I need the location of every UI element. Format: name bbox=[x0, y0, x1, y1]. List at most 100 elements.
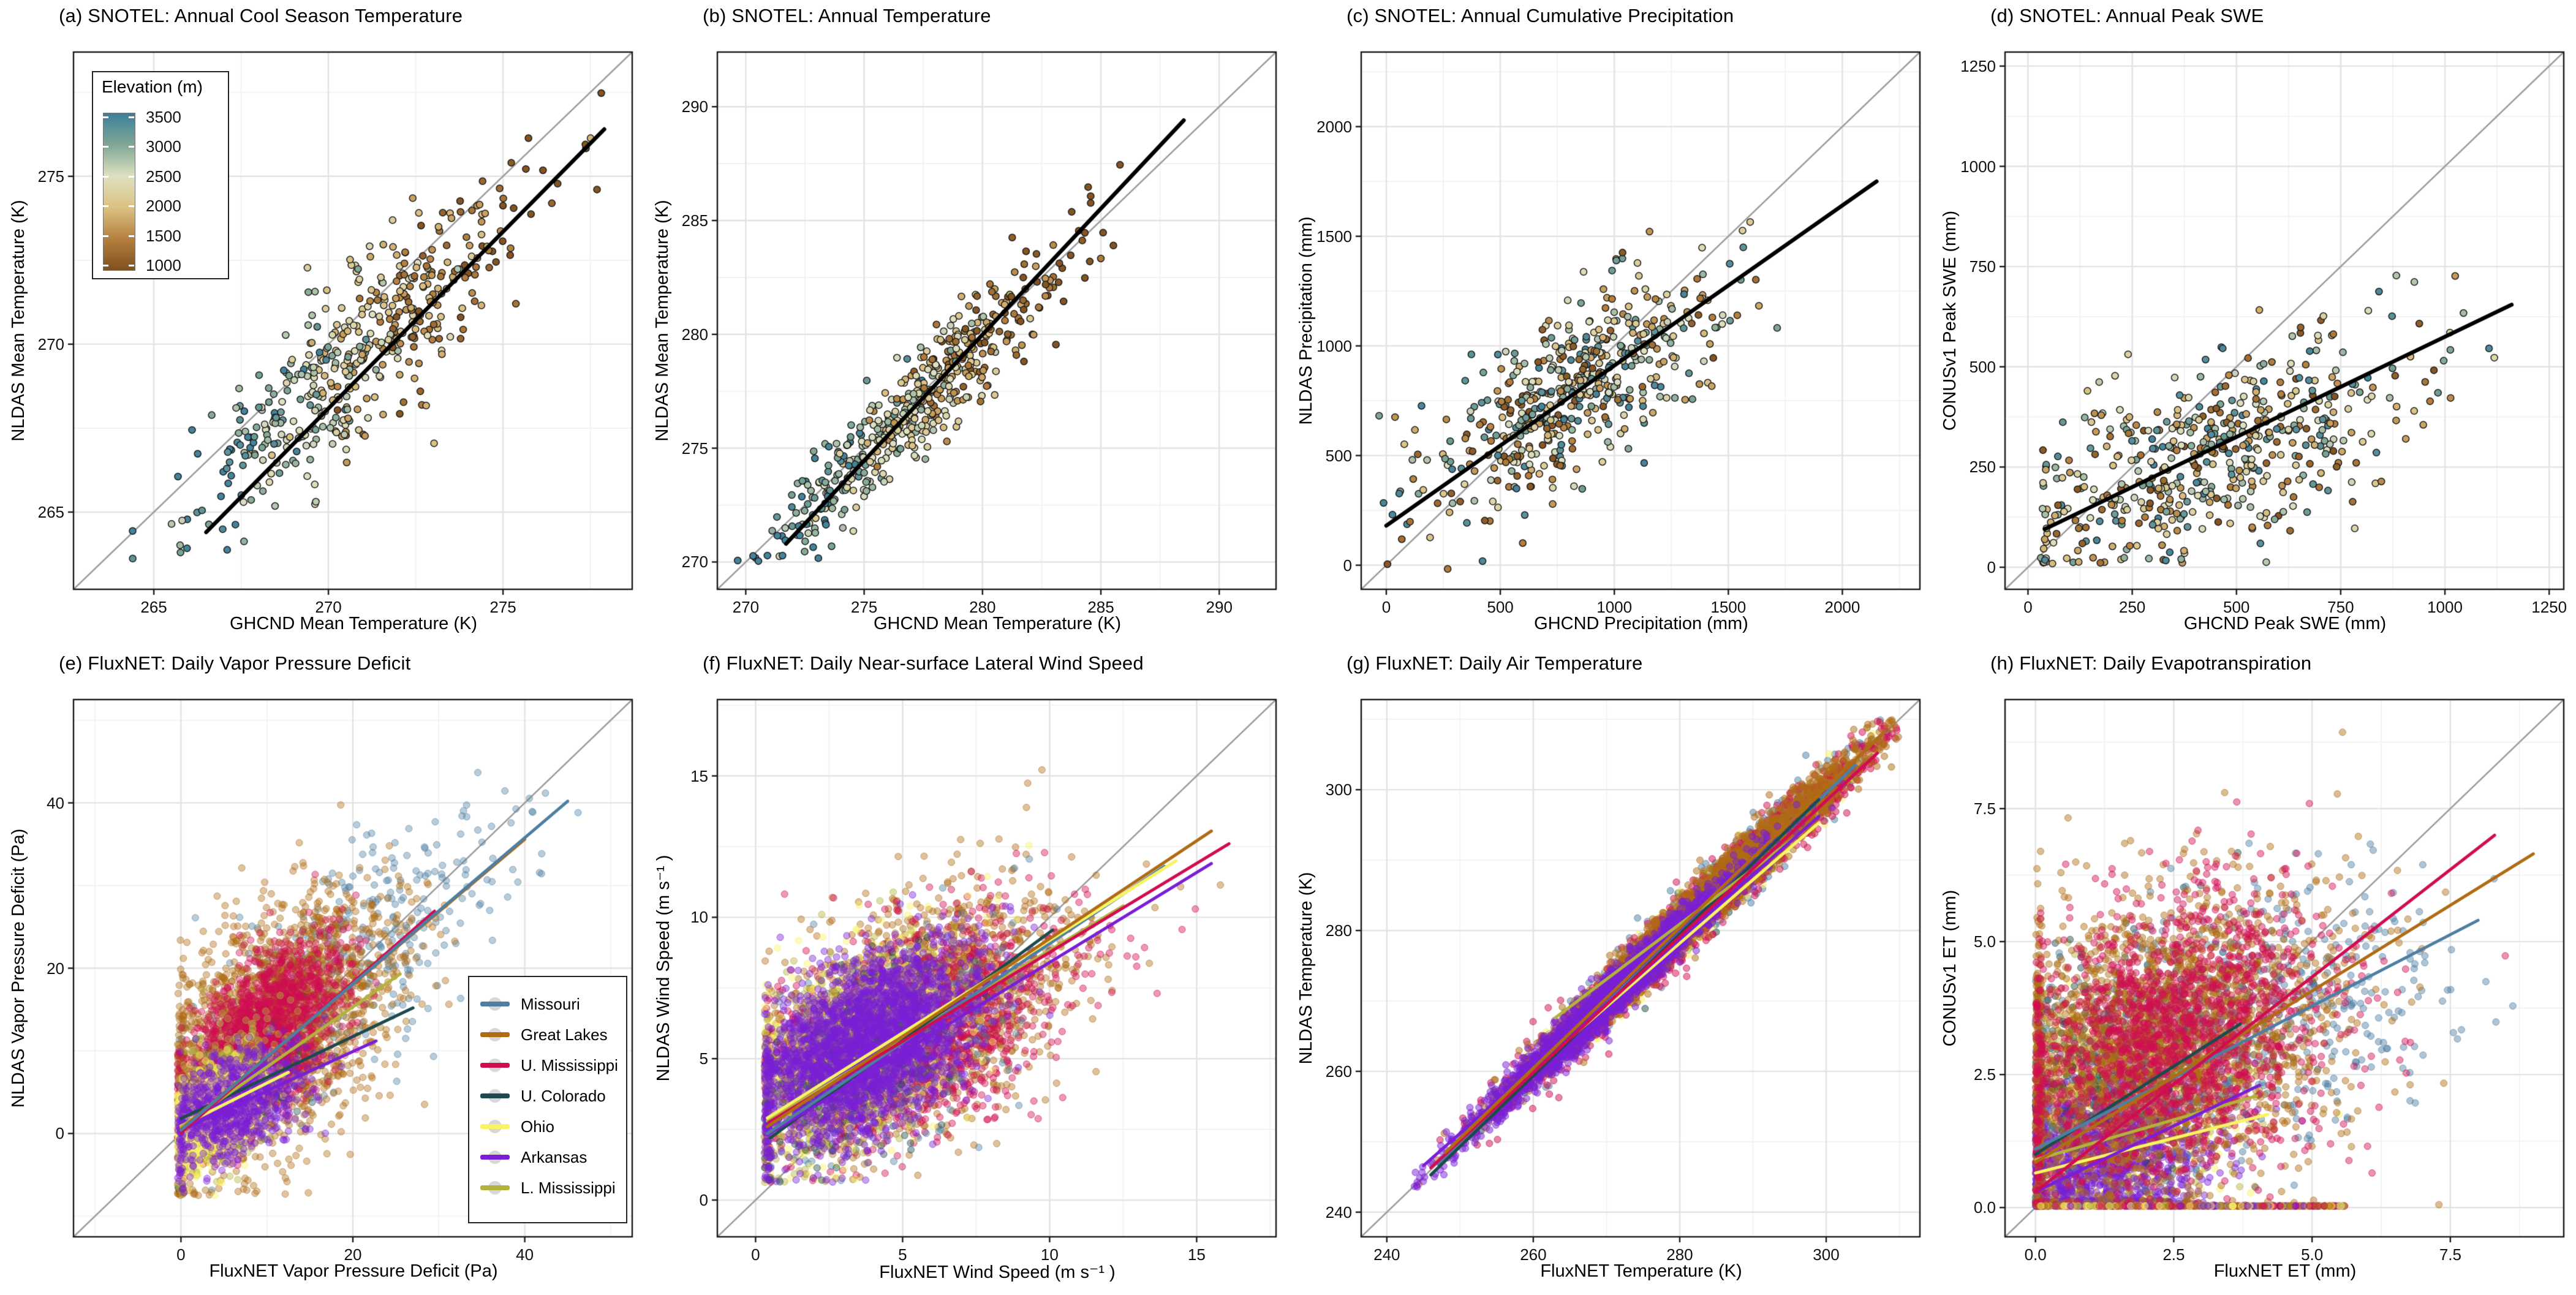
legend-line-icon bbox=[480, 1093, 510, 1098]
y-tick-label: 265 bbox=[37, 502, 64, 521]
panel-d-x-axis-label: GHCND Peak SWE (mm) bbox=[2183, 614, 2387, 633]
legend-label: Missouri bbox=[521, 995, 580, 1013]
panel-b-y-axis-label: NLDAS Mean Temperature (K) bbox=[652, 200, 672, 442]
panel-f-title: (f) FluxNET: Daily Near-surface Lateral … bbox=[703, 652, 1144, 674]
panel-h-y-axis-label: CONUSv1 ET (mm) bbox=[1940, 889, 1960, 1047]
panel-b-x-axis-label: GHCND Mean Temperature (K) bbox=[874, 614, 1121, 633]
x-tick-label: 285 bbox=[1087, 598, 1114, 616]
x-tick-label: 7.5 bbox=[2439, 1245, 2461, 1264]
legend-item-u-colorado: U. Colorado bbox=[469, 1084, 626, 1108]
legend-line-icon bbox=[480, 1032, 510, 1037]
y-tick-label: 40 bbox=[47, 793, 64, 812]
panel-h-scatter-canvas bbox=[1932, 648, 2576, 1295]
x-tick-label: 280 bbox=[1666, 1245, 1693, 1264]
elevation-colorbar-tick bbox=[129, 116, 134, 118]
panel-g-scatter-canvas bbox=[1288, 648, 1932, 1295]
panel-g-fluxnet-air-temperature: (g) FluxNET: Daily Air Temperature FluxN… bbox=[1288, 648, 1932, 1295]
basin-region-legend: Missouri Great Lakes U. Mississippi U. Colo… bbox=[468, 976, 627, 1223]
y-tick-label: 260 bbox=[1325, 1062, 1352, 1081]
y-tick-label: 500 bbox=[1325, 446, 1352, 465]
panel-a-snotel-cool-season-temperature: (a) SNOTEL: Annual Cool Season Temperatu… bbox=[0, 0, 644, 648]
legend-key-swatch bbox=[480, 995, 510, 1013]
elevation-legend: Elevation (m) 3500 3000 2500 2000 1500 1000 bbox=[92, 71, 229, 279]
x-tick-label: 240 bbox=[1373, 1245, 1400, 1264]
x-tick-label: 260 bbox=[1520, 1245, 1547, 1264]
x-tick-label: 40 bbox=[516, 1245, 534, 1264]
y-tick-label: 1500 bbox=[1316, 227, 1352, 246]
panel-e-fluxnet-vapor-pressure-deficit: (e) FluxNET: Daily Vapor Pressure Defici… bbox=[0, 648, 644, 1295]
elevation-tick-label: 3000 bbox=[146, 137, 181, 156]
x-tick-label: 2000 bbox=[1824, 598, 1860, 616]
x-tick-label: 10 bbox=[1040, 1245, 1059, 1264]
legend-key-swatch bbox=[480, 1026, 510, 1043]
x-tick-label: 500 bbox=[1487, 598, 1514, 616]
legend-item-l-mississippi: L. Mississippi bbox=[469, 1176, 626, 1200]
x-tick-label: 0 bbox=[2023, 598, 2033, 616]
elevation-colorbar-tick bbox=[129, 235, 134, 237]
elevation-colorbar-tick bbox=[129, 205, 134, 208]
x-tick-label: 750 bbox=[2327, 598, 2354, 616]
legend-label: U. Mississippi bbox=[521, 1056, 618, 1074]
y-tick-label: 2000 bbox=[1316, 117, 1352, 136]
y-tick-label: 0 bbox=[1343, 556, 1352, 575]
y-tick-label: 20 bbox=[47, 959, 64, 978]
panel-b-scatter-canvas bbox=[644, 0, 1288, 648]
x-tick-label: 5.0 bbox=[2301, 1245, 2324, 1264]
y-tick-label: 500 bbox=[1969, 357, 1996, 376]
y-tick-label: 7.5 bbox=[1973, 799, 1996, 818]
panel-f-scatter-canvas bbox=[644, 648, 1288, 1295]
y-tick-label: 250 bbox=[1969, 458, 1996, 477]
panel-b-snotel-annual-temperature: (b) SNOTEL: Annual Temperature GHCND Mea… bbox=[644, 0, 1288, 648]
legend-key-swatch bbox=[480, 1118, 510, 1135]
y-tick-label: 290 bbox=[681, 97, 708, 116]
elevation-legend-title: Elevation (m) bbox=[102, 77, 203, 96]
y-tick-label: 275 bbox=[681, 439, 708, 458]
elevation-colorbar-tick bbox=[129, 175, 134, 178]
elevation-gradient-bar bbox=[103, 113, 135, 271]
y-tick-label: 10 bbox=[690, 908, 708, 927]
elevation-colorbar-tick bbox=[103, 146, 108, 148]
legend-item-arkansas: Arkansas bbox=[469, 1145, 626, 1169]
y-tick-label: 0.0 bbox=[1973, 1198, 1996, 1217]
panel-c-x-axis-label: GHCND Precipitation (mm) bbox=[1534, 614, 1748, 633]
elevation-colorbar-tick bbox=[103, 265, 108, 266]
legend-item-great-lakes: Great Lakes bbox=[469, 1022, 626, 1047]
panel-d-scatter-canvas bbox=[1932, 0, 2576, 648]
elevation-colorbar-tick bbox=[103, 175, 108, 178]
legend-key-swatch bbox=[480, 1087, 510, 1104]
elevation-tick-label: 3500 bbox=[146, 108, 181, 126]
panel-f-fluxnet-wind-speed: (f) FluxNET: Daily Near-surface Lateral … bbox=[644, 648, 1288, 1295]
legend-label: U. Colorado bbox=[521, 1087, 606, 1105]
panel-a-title: (a) SNOTEL: Annual Cool Season Temperatu… bbox=[59, 5, 463, 26]
x-tick-label: 500 bbox=[2223, 598, 2250, 616]
x-tick-label: 1500 bbox=[1710, 598, 1747, 616]
x-tick-label: 275 bbox=[850, 598, 878, 616]
panel-b-title: (b) SNOTEL: Annual Temperature bbox=[703, 5, 991, 26]
x-tick-label: 20 bbox=[344, 1245, 362, 1264]
x-tick-label: 1250 bbox=[2531, 598, 2567, 616]
legend-line-icon bbox=[480, 1155, 510, 1160]
x-tick-label: 280 bbox=[969, 598, 996, 616]
x-tick-label: 300 bbox=[1813, 1245, 1840, 1264]
y-tick-label: 270 bbox=[681, 553, 708, 572]
legend-line-icon bbox=[480, 1185, 510, 1190]
panel-d-y-axis-label: CONUSv1 Peak SWE (mm) bbox=[1940, 210, 1960, 431]
elevation-colorbar-tick bbox=[129, 146, 134, 148]
elevation-colorbar-tick bbox=[103, 116, 108, 118]
panel-c-title: (c) SNOTEL: Annual Cumulative Precipitat… bbox=[1347, 5, 1734, 26]
legend-item-u-mississippi: U. Mississippi bbox=[469, 1053, 626, 1078]
x-tick-label: 1000 bbox=[1596, 598, 1633, 616]
x-tick-label: 15 bbox=[1187, 1245, 1206, 1264]
y-tick-label: 275 bbox=[37, 167, 64, 186]
y-tick-label: 285 bbox=[681, 211, 708, 230]
panel-c-snotel-cumulative-precipitation: (c) SNOTEL: Annual Cumulative Precipitat… bbox=[1288, 0, 1932, 648]
panel-f-x-axis-label: FluxNET Wind Speed (m s⁻¹ ) bbox=[879, 1263, 1116, 1282]
elevation-tick-label: 1000 bbox=[146, 256, 181, 274]
panel-a-x-axis-label: GHCND Mean Temperature (K) bbox=[230, 614, 477, 633]
panel-h-x-axis-label: FluxNET ET (mm) bbox=[2213, 1261, 2357, 1281]
panel-e-title: (e) FluxNET: Daily Vapor Pressure Defici… bbox=[59, 652, 411, 674]
panel-h-fluxnet-evapotranspiration: (h) FluxNET: Daily Evapotranspiration Fl… bbox=[1932, 648, 2576, 1295]
x-tick-label: 270 bbox=[315, 598, 342, 616]
y-tick-label: 1250 bbox=[1960, 56, 1996, 75]
panel-d-title: (d) SNOTEL: Annual Peak SWE bbox=[1990, 5, 2264, 26]
